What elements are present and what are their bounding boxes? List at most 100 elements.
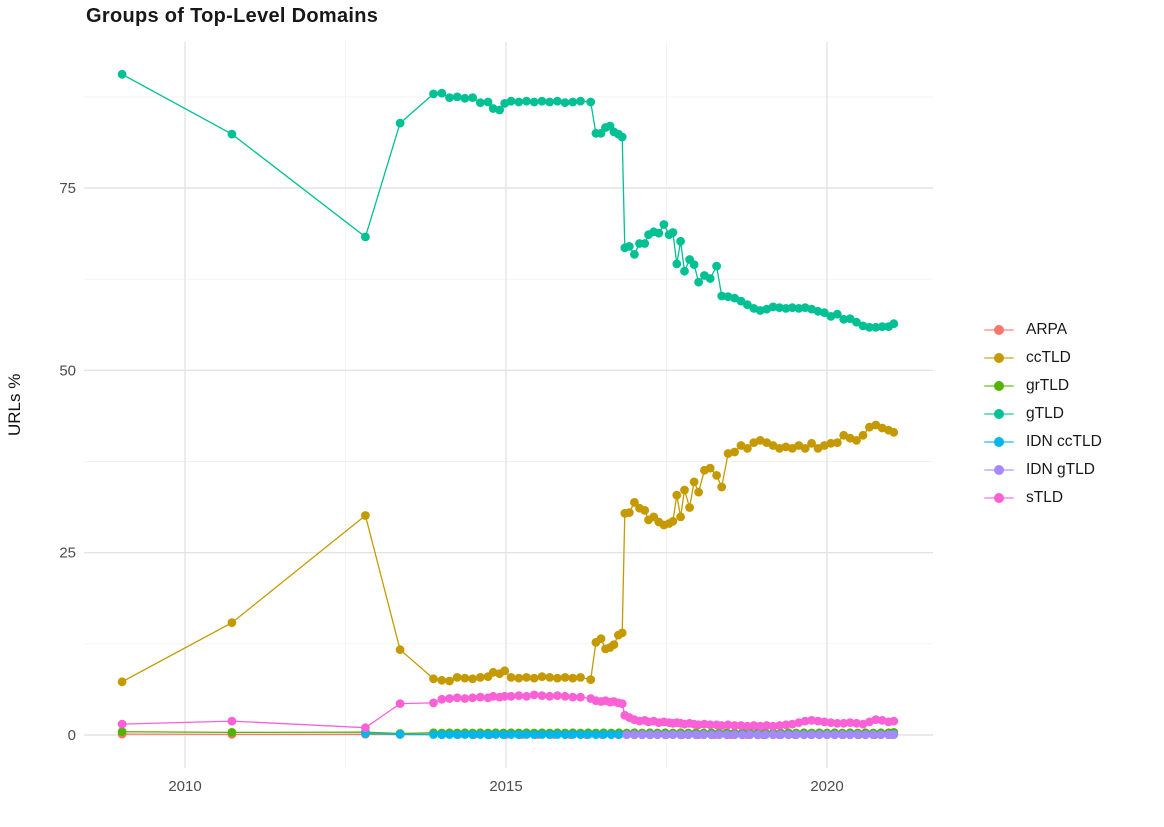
series-gTLD [117, 69, 899, 332]
data-point [560, 673, 570, 682]
data-point [395, 729, 405, 739]
data-point [743, 721, 752, 731]
data-point [659, 220, 669, 229]
data-point [624, 508, 634, 517]
data-point [522, 96, 531, 106]
data-point [227, 716, 237, 726]
data-point [714, 730, 724, 740]
legend-key-dot [994, 325, 1004, 335]
data-point [437, 730, 447, 739]
data-point [813, 716, 823, 726]
data-point [614, 730, 624, 739]
data-point [475, 673, 485, 682]
data-point [694, 487, 703, 497]
legend-item-grTLD: grTLD [984, 377, 1102, 394]
data-point [689, 477, 699, 487]
data-point [452, 673, 462, 682]
data-point [832, 438, 842, 447]
data-point [689, 260, 699, 269]
data-point [630, 498, 639, 507]
data-point [545, 97, 555, 107]
data-point [807, 438, 816, 448]
legend-item-IDN-gTLD: IDN gTLD [984, 461, 1102, 478]
data-point [499, 730, 508, 739]
data-point [529, 97, 539, 107]
data-point [799, 730, 809, 740]
data-point [676, 512, 685, 522]
data-point [452, 693, 462, 703]
data-point [640, 239, 650, 248]
data-point [845, 718, 855, 727]
data-point [596, 634, 606, 644]
data-point [826, 438, 836, 448]
data-point [445, 676, 454, 686]
data-point [227, 728, 237, 737]
data-point [705, 720, 715, 730]
data-point [227, 618, 237, 628]
data-point [468, 93, 477, 102]
data-point [622, 730, 632, 740]
data-point [787, 303, 797, 312]
data-point [429, 698, 438, 708]
legend-key-dot [994, 465, 1004, 475]
y-tick-label: 25 [59, 545, 76, 562]
data-point [617, 699, 627, 708]
data-point [506, 96, 516, 106]
data-point [668, 228, 678, 237]
data-point [845, 314, 855, 323]
data-point [545, 691, 555, 701]
data-point [794, 304, 804, 313]
data-point [877, 322, 887, 331]
data-point [522, 691, 531, 701]
data-point [717, 721, 727, 730]
data-point [495, 105, 504, 115]
legend-key-icon [984, 322, 1014, 338]
data-point [537, 691, 547, 700]
data-point [705, 274, 715, 283]
x-tick-label: 2010 [168, 778, 201, 795]
data-point [553, 96, 562, 106]
data-point [653, 730, 662, 740]
data-point [617, 628, 627, 638]
data-point [768, 721, 778, 731]
data-point [227, 129, 237, 139]
data-point [832, 309, 842, 319]
data-point [606, 730, 616, 739]
data-point [832, 718, 842, 728]
data-point [117, 719, 127, 729]
data-point [861, 730, 870, 740]
data-point [730, 721, 739, 730]
data-point [768, 730, 778, 740]
data-point [745, 730, 755, 740]
data-point [668, 516, 678, 526]
data-point [429, 89, 438, 99]
legend-key-icon [984, 490, 1014, 506]
series-line [121, 73, 895, 328]
data-point [514, 97, 524, 107]
data-point [730, 730, 739, 740]
data-point [737, 730, 747, 740]
data-point [691, 730, 701, 740]
legend-label: gTLD [1026, 405, 1064, 422]
data-point [624, 242, 634, 251]
data-point [117, 727, 127, 737]
data-point [705, 463, 715, 473]
data-point [506, 691, 516, 701]
legend-key-icon [984, 406, 1014, 422]
data-point [361, 723, 370, 733]
data-point [845, 730, 855, 740]
data-point [576, 673, 585, 682]
data-point [761, 730, 770, 740]
data-point [784, 730, 793, 740]
data-point [568, 692, 578, 702]
x-tick-label: 2020 [810, 778, 843, 795]
legend-label: IDN gTLD [1026, 461, 1095, 478]
data-point [712, 261, 721, 271]
data-point [488, 691, 498, 701]
data-point [506, 673, 516, 682]
data-point [500, 666, 510, 676]
data-point [460, 673, 470, 683]
data-point [680, 485, 689, 495]
legend-key-icon [984, 434, 1014, 450]
